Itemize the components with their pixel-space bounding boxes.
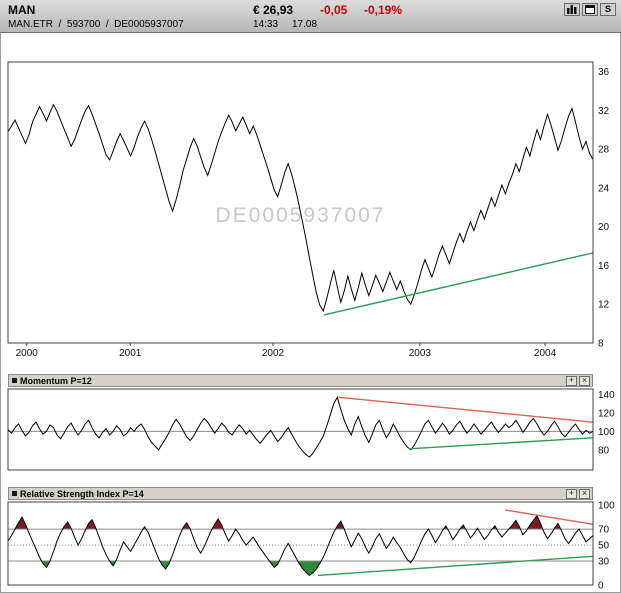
y-tick-label: 12 [598, 300, 610, 311]
y-tick-label: 28 [598, 145, 610, 156]
rsi-maximize-button[interactable]: + [566, 488, 577, 499]
settings-s-button[interactable]: S [600, 3, 616, 16]
momentum-panel-buttons: + × [566, 375, 590, 386]
chart-window-icon-button[interactable] [582, 3, 598, 16]
y-tick-label: 0 [598, 581, 604, 592]
oversold-fill [8, 561, 593, 576]
trendline-trend_green [323, 252, 594, 316]
y-tick-label: 32 [598, 106, 610, 117]
chart-window-icon [585, 5, 595, 14]
y-tick-label: 36 [598, 67, 610, 78]
y-tick-label: 70 [598, 525, 610, 536]
price-change-absolute: -0,05 [320, 3, 348, 17]
x-tick-label: 2002 [262, 348, 285, 359]
y-tick-label: 8 [598, 339, 604, 350]
quote-time: 14:33 [253, 19, 279, 30]
y-tick-label: 80 [598, 445, 610, 456]
x-tick-label: 2003 [409, 348, 432, 359]
plot-border [7, 61, 594, 344]
y-tick-label: 120 [598, 408, 615, 419]
y-tick-label: 30 [598, 557, 610, 568]
price-chart-canvas[interactable]: DE0005937007 36 32 28 24 20 16 12 8 2000 2001 2002 2… [0, 33, 621, 374]
rsi-close-button[interactable]: × [579, 488, 590, 499]
series-line [7, 103, 594, 313]
bar-chart-icon [567, 5, 577, 14]
quote-date: 17.08 [292, 19, 318, 30]
bar-chart-icon-button[interactable] [564, 3, 580, 16]
plot-border [7, 501, 594, 586]
rsi-panel-buttons: + × [566, 488, 590, 499]
y-tick-label: 50 [598, 541, 610, 552]
quote-header: MAN MAN.ETR / 593700 / DE0005937007 € 26… [0, 0, 621, 33]
y-tick-label: 24 [598, 183, 610, 194]
momentum-chart-canvas[interactable]: 140 120 100 80 [0, 387, 621, 487]
y-tick-label: 100 [598, 427, 615, 438]
instrument-details: MAN.ETR / 593700 / DE0005937007 [8, 19, 184, 30]
series-line [7, 395, 594, 458]
plot-border [7, 388, 594, 471]
price-change-percent: -0,19% [364, 3, 403, 17]
panel-bullet-icon [12, 378, 17, 383]
trendline-trend_red [505, 509, 594, 526]
trendline-trend_green [408, 437, 594, 450]
y-tick-label: 140 [598, 390, 615, 401]
momentum-panel-title: Momentum P=12 [20, 375, 92, 386]
watermark-text: DE0005937007 [216, 204, 386, 227]
trendline-trend_red [338, 396, 594, 423]
momentum-maximize-button[interactable]: + [566, 375, 577, 386]
instrument-symbol: MAN [8, 3, 36, 17]
trendline-trend_green [318, 555, 594, 577]
y-tick-label: 16 [598, 261, 610, 272]
header-toolbar: S [564, 3, 616, 16]
rsi-chart-canvas[interactable]: 100 70 50 30 0 [0, 500, 621, 593]
momentum-panel-titlebar: Momentum P=12 + × [8, 374, 593, 387]
rsi-panel-title: Relative Strength Index P=14 [20, 488, 144, 499]
series-line [7, 514, 594, 577]
y-tick-label: 20 [598, 222, 610, 233]
last-price: € 26,93 [253, 3, 294, 17]
overbought-fill [8, 515, 593, 530]
x-tick-label: 2001 [119, 348, 142, 359]
y-tick-label: 100 [598, 501, 615, 512]
momentum-close-button[interactable]: × [579, 375, 590, 386]
x-tick-label: 2004 [534, 348, 557, 359]
x-tick-label: 2000 [16, 348, 39, 359]
panel-bullet-icon [12, 491, 17, 496]
rsi-panel-titlebar: Relative Strength Index P=14 + × [8, 487, 593, 500]
